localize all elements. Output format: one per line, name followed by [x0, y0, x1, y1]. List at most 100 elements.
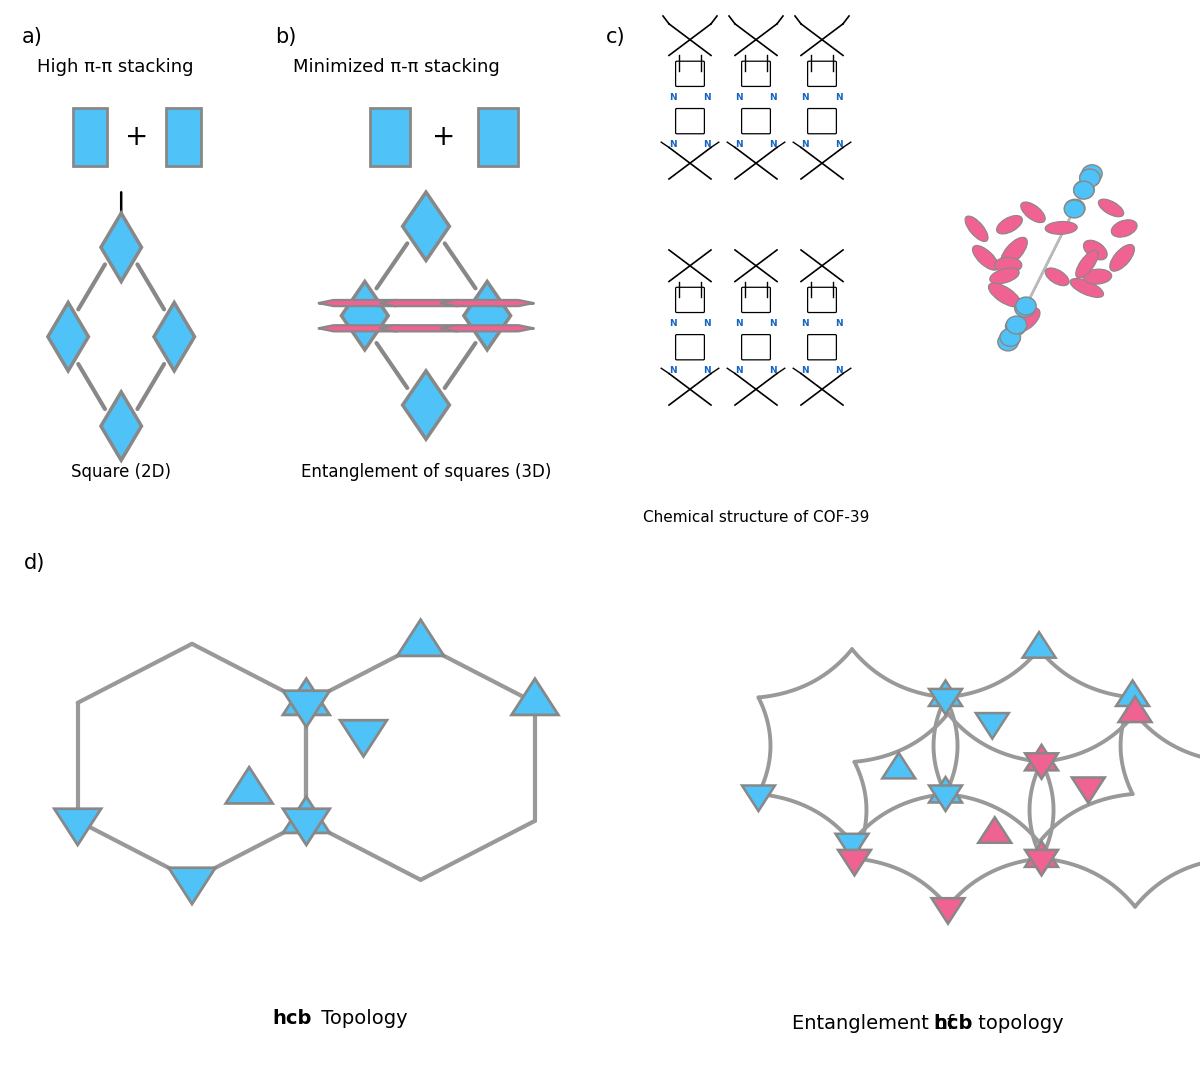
Polygon shape	[403, 371, 449, 439]
Polygon shape	[318, 300, 412, 306]
Ellipse shape	[1021, 202, 1045, 222]
Polygon shape	[101, 392, 142, 460]
Text: c): c)	[606, 27, 625, 46]
Text: N: N	[835, 319, 842, 328]
Ellipse shape	[1075, 250, 1098, 278]
Ellipse shape	[1045, 268, 1069, 285]
Circle shape	[1081, 165, 1102, 182]
Text: N: N	[835, 93, 842, 102]
Text: N: N	[670, 141, 677, 149]
Text: N: N	[736, 366, 743, 376]
Text: N: N	[769, 93, 776, 102]
Polygon shape	[463, 281, 511, 350]
Ellipse shape	[1001, 237, 1027, 266]
Text: N: N	[802, 319, 809, 328]
Polygon shape	[283, 796, 330, 833]
Polygon shape	[929, 680, 962, 706]
Text: N: N	[769, 141, 776, 149]
Polygon shape	[440, 325, 534, 332]
Polygon shape	[835, 834, 869, 859]
Ellipse shape	[972, 246, 998, 270]
Polygon shape	[403, 192, 449, 261]
FancyBboxPatch shape	[676, 108, 704, 134]
Ellipse shape	[1111, 220, 1138, 237]
Circle shape	[998, 333, 1019, 351]
FancyBboxPatch shape	[808, 108, 836, 134]
Polygon shape	[1025, 745, 1058, 770]
Circle shape	[1000, 328, 1020, 347]
Text: N: N	[802, 366, 809, 376]
Polygon shape	[929, 777, 962, 803]
Circle shape	[1015, 299, 1036, 318]
Text: N: N	[835, 366, 842, 376]
Text: Topology: Topology	[314, 1009, 408, 1028]
Polygon shape	[397, 619, 444, 656]
FancyBboxPatch shape	[676, 61, 704, 87]
Polygon shape	[283, 678, 330, 715]
Polygon shape	[226, 767, 272, 804]
Text: N: N	[703, 141, 710, 149]
Text: N: N	[703, 93, 710, 102]
FancyBboxPatch shape	[808, 288, 836, 312]
Polygon shape	[379, 300, 473, 306]
Circle shape	[1015, 297, 1036, 315]
Circle shape	[1080, 168, 1100, 187]
Polygon shape	[168, 868, 216, 905]
Text: +: +	[125, 123, 149, 151]
Polygon shape	[1072, 778, 1105, 803]
FancyBboxPatch shape	[742, 335, 770, 359]
FancyBboxPatch shape	[808, 61, 836, 87]
FancyBboxPatch shape	[742, 108, 770, 134]
Text: d): d)	[24, 553, 46, 573]
Text: High π-π stacking: High π-π stacking	[37, 58, 193, 76]
Polygon shape	[101, 214, 142, 281]
Text: Entanglement of: Entanglement of	[792, 1014, 960, 1033]
Text: N: N	[736, 319, 743, 328]
Polygon shape	[283, 809, 330, 846]
Text: N: N	[703, 319, 710, 328]
Circle shape	[1000, 329, 1020, 348]
Text: N: N	[802, 93, 809, 102]
Text: a): a)	[22, 27, 42, 46]
Text: Chemical structure of COF-39: Chemical structure of COF-39	[643, 511, 869, 525]
Ellipse shape	[1110, 245, 1134, 271]
Text: topology: topology	[972, 1014, 1063, 1033]
Text: N: N	[835, 141, 842, 149]
Ellipse shape	[1014, 308, 1040, 333]
Polygon shape	[1116, 680, 1150, 706]
Text: Square (2D): Square (2D)	[71, 462, 172, 481]
Ellipse shape	[1070, 279, 1104, 297]
Circle shape	[1080, 170, 1100, 187]
Polygon shape	[341, 281, 389, 350]
Ellipse shape	[996, 216, 1022, 234]
Text: N: N	[670, 93, 677, 102]
Polygon shape	[511, 678, 558, 715]
Polygon shape	[929, 785, 962, 811]
Text: N: N	[670, 319, 677, 328]
Text: Entanglement of squares (3D): Entanglement of squares (3D)	[301, 462, 551, 481]
Polygon shape	[340, 720, 386, 756]
Text: +: +	[432, 123, 456, 151]
Polygon shape	[318, 325, 412, 332]
Polygon shape	[978, 818, 1012, 842]
Polygon shape	[54, 809, 101, 846]
Text: N: N	[802, 141, 809, 149]
Ellipse shape	[1045, 221, 1078, 234]
Ellipse shape	[1084, 240, 1108, 260]
Ellipse shape	[965, 216, 988, 241]
Polygon shape	[1025, 753, 1058, 779]
Polygon shape	[479, 108, 518, 166]
Circle shape	[1074, 181, 1094, 200]
FancyBboxPatch shape	[676, 288, 704, 312]
Polygon shape	[440, 300, 534, 306]
Polygon shape	[742, 785, 775, 811]
FancyBboxPatch shape	[676, 335, 704, 359]
Ellipse shape	[1084, 269, 1111, 284]
Circle shape	[1064, 200, 1085, 217]
Ellipse shape	[995, 258, 1022, 273]
Text: N: N	[736, 141, 743, 149]
Polygon shape	[1025, 850, 1058, 876]
Text: hcb: hcb	[934, 1014, 972, 1033]
Circle shape	[1006, 318, 1026, 336]
Polygon shape	[1118, 696, 1152, 722]
